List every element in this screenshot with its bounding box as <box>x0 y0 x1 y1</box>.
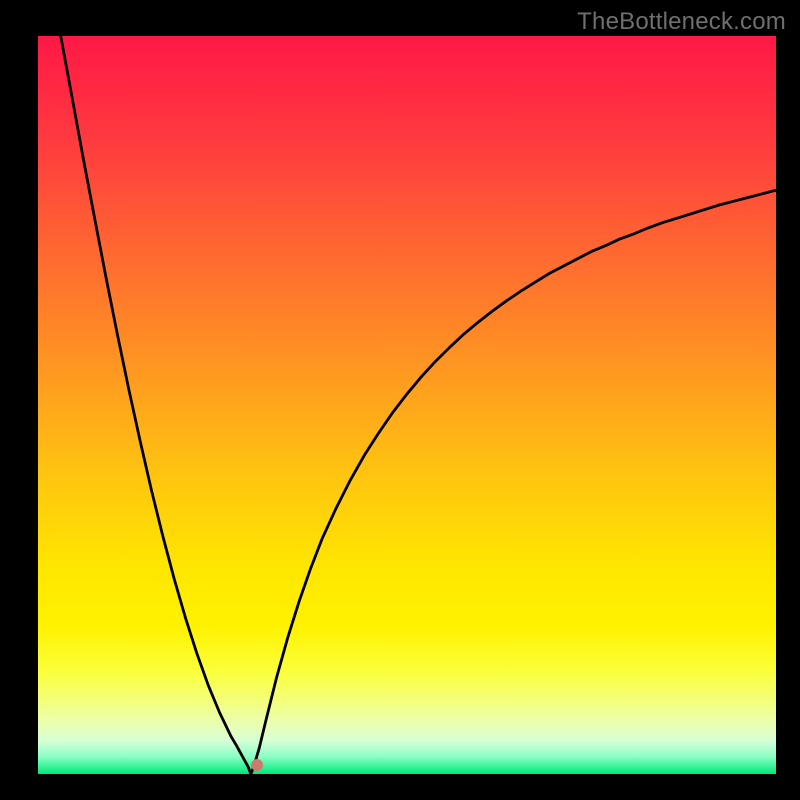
watermark-text: TheBottleneck.com <box>577 8 786 36</box>
plot-area <box>38 36 776 774</box>
bottleneck-curve <box>38 36 776 774</box>
optimum-marker <box>251 759 263 771</box>
curve-path <box>61 36 776 774</box>
